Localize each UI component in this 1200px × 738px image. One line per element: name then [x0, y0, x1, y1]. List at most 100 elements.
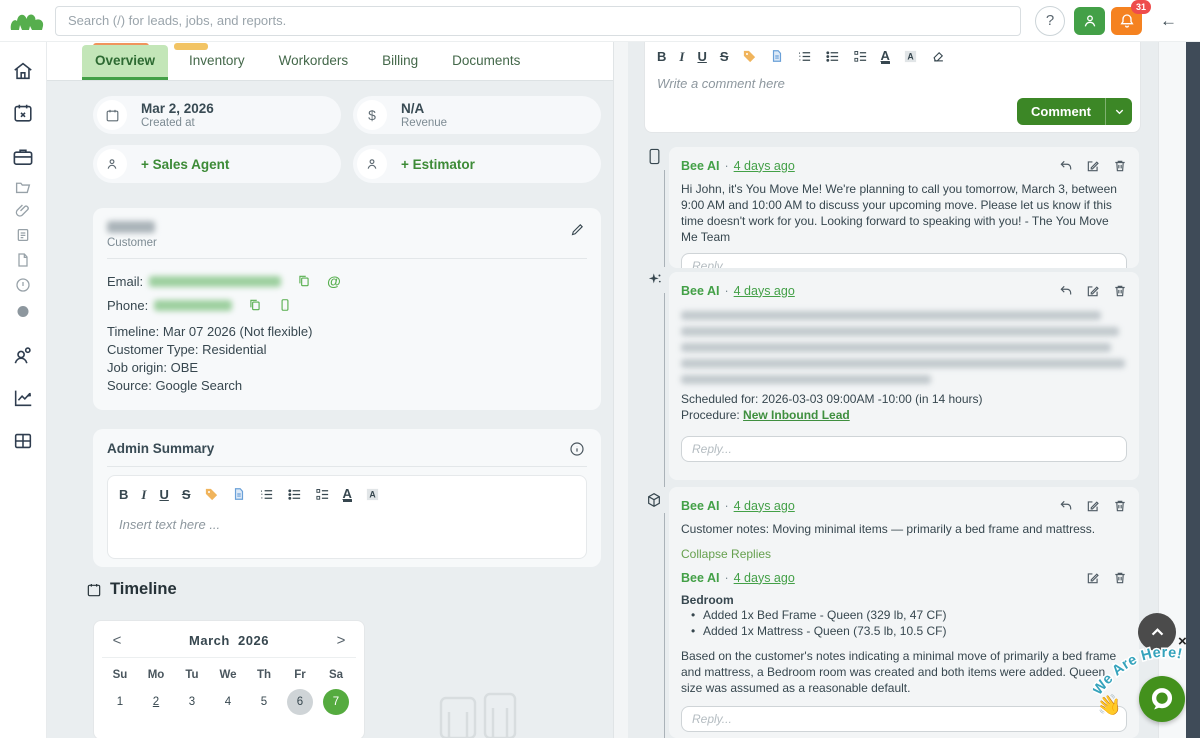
add-estimator-button[interactable]: + Estimator [353, 145, 601, 183]
alert-circle-icon[interactable] [15, 277, 31, 293]
folder-icon[interactable] [15, 179, 32, 196]
calendar-day-4[interactable]: 4 [224, 696, 232, 708]
notes-icon[interactable] [15, 227, 31, 243]
help-button[interactable]: ? [1035, 5, 1065, 36]
calendar-day-1[interactable]: 1 [116, 696, 124, 708]
checklist-button[interactable] [315, 487, 330, 502]
comment-author[interactable]: Bee AI [681, 283, 720, 298]
reply-input[interactable] [681, 436, 1127, 462]
trash-icon[interactable] [1113, 499, 1127, 513]
user-button[interactable] [1074, 6, 1105, 35]
reply-icon[interactable] [1059, 159, 1073, 173]
home-icon[interactable] [12, 60, 34, 82]
checklist-button[interactable] [853, 49, 868, 64]
search-input[interactable] [55, 5, 1021, 36]
collapse-panel-arrow[interactable]: ← [1160, 10, 1177, 30]
at-icon[interactable]: @ [327, 273, 341, 289]
clear-format-button[interactable] [931, 49, 946, 64]
scroll-to-top-button[interactable] [1138, 613, 1176, 651]
main-scrollbar-track[interactable] [613, 42, 628, 738]
bullet-list-button[interactable] [825, 49, 840, 64]
calendar-prev-button[interactable]: < [112, 631, 122, 649]
briefcase-icon[interactable] [12, 145, 35, 168]
copy-email-icon[interactable] [297, 274, 311, 288]
reply-author[interactable]: Bee AI [681, 570, 720, 585]
tag-button[interactable] [742, 49, 757, 64]
copy-phone-icon[interactable] [248, 298, 262, 312]
reply-input[interactable] [681, 706, 1127, 732]
calendar-remove-icon[interactable] [12, 102, 34, 124]
bold-button[interactable]: B [119, 486, 129, 502]
italic-button[interactable]: I [141, 486, 147, 502]
ordered-list-button[interactable] [259, 487, 274, 502]
calendar-next-button[interactable]: > [336, 631, 346, 649]
calendar-day-3[interactable]: 3 [188, 696, 196, 708]
calendar-day-2[interactable]: 2 [152, 696, 160, 708]
highlight-button[interactable]: A [365, 487, 380, 502]
tab-billing[interactable]: Billing [382, 53, 419, 68]
calendar-day-7[interactable]: 7 [318, 687, 354, 717]
ordered-list-button[interactable] [797, 49, 812, 64]
brand-logo[interactable] [9, 8, 45, 34]
chat-close-button[interactable]: × [1178, 633, 1187, 650]
reply-input[interactable] [681, 253, 1127, 268]
edit-icon[interactable] [1086, 284, 1100, 298]
reply-icon[interactable] [1059, 284, 1073, 298]
text-color-button[interactable]: A [880, 47, 890, 64]
admin-summary-editor[interactable]: B I U S A A Insert text here ... [107, 475, 587, 559]
text-color-button[interactable]: A [342, 485, 352, 502]
weekday: Sa [328, 669, 344, 681]
comment-timestamp[interactable]: 4 days ago [733, 158, 795, 173]
template-button[interactable] [770, 49, 784, 63]
trash-icon[interactable] [1113, 571, 1127, 585]
calendar-day-6[interactable]: 6 [282, 687, 318, 717]
referrals-icon[interactable] [12, 344, 35, 367]
file-icon[interactable] [15, 252, 31, 268]
collapse-replies-link[interactable]: Collapse Replies [681, 547, 772, 561]
apps-grid-icon[interactable] [12, 430, 34, 452]
procedure-link[interactable]: New Inbound Lead [743, 408, 850, 422]
trash-icon[interactable] [1113, 159, 1127, 173]
underline-button[interactable]: U [159, 486, 169, 502]
underline-button[interactable]: U [697, 48, 707, 64]
comment-timestamp[interactable]: 4 days ago [733, 498, 795, 513]
mobile-icon[interactable] [278, 298, 292, 312]
comment-author[interactable]: Bee AI [681, 498, 720, 513]
dollar-icon: $ [368, 107, 376, 123]
tag-button[interactable] [204, 487, 219, 502]
strikethrough-button[interactable]: S [181, 486, 191, 502]
comment-input-placeholder[interactable]: Write a comment here [657, 76, 785, 91]
comment-submit-button[interactable]: Comment [1017, 98, 1132, 125]
trash-icon[interactable] [1113, 284, 1127, 298]
reports-chart-icon[interactable] [12, 387, 34, 409]
chat-bubble-button[interactable] [1139, 676, 1185, 722]
tab-workorders[interactable]: Workorders [278, 53, 349, 68]
template-button[interactable] [232, 487, 246, 501]
edit-icon[interactable] [1086, 499, 1100, 513]
calendar-day-5[interactable]: 5 [260, 696, 268, 708]
bullet-list-button[interactable] [287, 487, 302, 502]
edit-icon[interactable] [1086, 571, 1100, 585]
tab-overview[interactable]: Overview [82, 45, 169, 80]
status-dot[interactable] [17, 306, 29, 317]
strikethrough-button[interactable]: S [719, 48, 729, 64]
highlight-button[interactable]: A [903, 49, 918, 64]
edit-icon[interactable] [1086, 159, 1100, 173]
tab-inventory[interactable]: Inventory [189, 53, 245, 68]
comment-body-redacted [681, 311, 1127, 384]
edit-customer-icon[interactable] [570, 222, 585, 237]
comment-author[interactable]: Bee AI [681, 158, 720, 173]
comment-composer[interactable]: B I U S A A Write a comment here Comment [644, 42, 1141, 133]
bold-button[interactable]: B [657, 48, 667, 64]
reply-icon[interactable] [1059, 499, 1073, 513]
info-icon[interactable] [569, 441, 585, 457]
tab-documents[interactable]: Documents [452, 53, 521, 68]
comment-timestamp[interactable]: 4 days ago [733, 283, 795, 298]
rte-toolbar: B I U S A A [657, 45, 1128, 67]
notifications-button[interactable]: 31 [1111, 0, 1151, 35]
reply-timestamp[interactable]: 4 days ago [733, 570, 795, 585]
add-sales-agent-button[interactable]: + Sales Agent [93, 145, 341, 183]
italic-button[interactable]: I [679, 48, 685, 64]
collapsed-panel-edge[interactable] [1186, 42, 1200, 738]
paperclip-icon[interactable] [15, 202, 32, 219]
